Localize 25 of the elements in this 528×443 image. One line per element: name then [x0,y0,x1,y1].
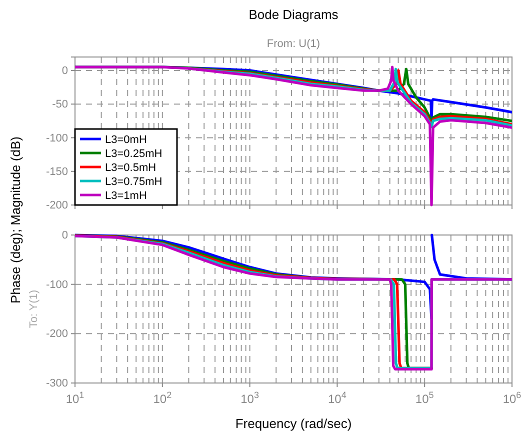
legend-label: L3=0mH [105,134,147,146]
text: To: Y(1) [28,290,40,328]
x-tick-label: 10$^{6}$ [502,390,522,406]
legend-label: L3=0.75mH [105,176,162,188]
y-tick-label: -100 [46,278,68,291]
y-tick-label: -100 [46,132,68,144]
x-tick-label: 10$^{2}$ [153,390,172,406]
y-tick-label: -50 [52,98,68,111]
x-tick-label: 10$^{4}$ [328,390,346,406]
y-tick-label: -200 [46,328,68,340]
chart-title: Bode Diagrams [248,7,339,22]
legend-label: L3=1mH [105,190,147,202]
legend-label: L3=0.5mH [105,162,156,174]
x-tick-label: 10$^{3}$ [240,390,259,406]
y-tick-label: -300 [46,378,68,390]
legend-label: L3=0.25mH [105,148,162,160]
y-tick-label: -200 [46,200,68,212]
y-tick-label: 0 [62,64,68,77]
y-tick-label: -150 [46,166,68,178]
x-tick-label: 10$^{1}$ [66,390,84,406]
chart-subtitle: From: U(1) [266,38,320,50]
x-axis-title: Frequency (rad/sec) [235,416,352,431]
y-tick-label: 0 [62,230,68,242]
x-tick-label: 10$^{5}$ [415,390,434,406]
y-axis-title: Phase (deg); Magnitude (dB) [8,136,23,304]
